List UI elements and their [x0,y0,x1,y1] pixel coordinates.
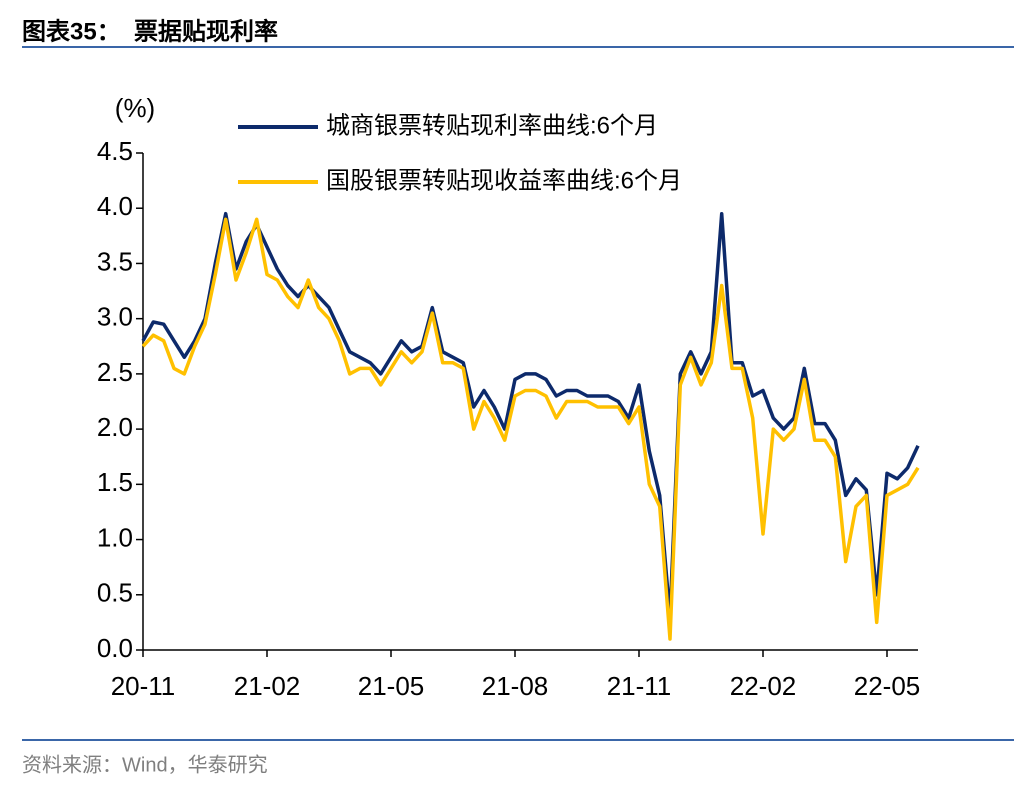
x-tick-label: 21-11 [607,671,672,701]
source: 资料来源：Wind，华泰研究 [22,753,268,776]
y-axis-label: (%) [115,93,155,123]
y-tick-label: 0.5 [97,578,133,608]
x-tick-label: 21-08 [482,671,549,701]
y-tick-label: 1.5 [97,467,133,497]
y-tick-label: 3.5 [97,246,133,276]
y-tick-label: 0.0 [97,633,133,663]
legend-label: 国股银票转贴现收益率曲线:6个月 [326,167,682,194]
chart-title: 图表35： 票据贴现利率 [22,17,278,45]
x-tick-label: 20-11 [111,671,176,701]
x-tick-label: 21-02 [234,671,301,701]
x-tick-label: 22-05 [854,671,921,701]
y-tick-label: 1.0 [97,522,133,552]
y-tick-label: 2.5 [97,357,133,387]
y-tick-label: 4.0 [97,191,133,221]
x-tick-label: 21-05 [358,671,425,701]
line-series [141,211,920,619]
y-tick-label: 2.0 [97,412,133,442]
x-tick-label: 22-02 [730,671,797,701]
legend-label: 城商银票转贴现利率曲线:6个月 [326,112,658,139]
line-series [141,217,920,641]
y-tick-label: 3.0 [97,302,133,332]
y-tick-label: 4.5 [97,136,133,166]
